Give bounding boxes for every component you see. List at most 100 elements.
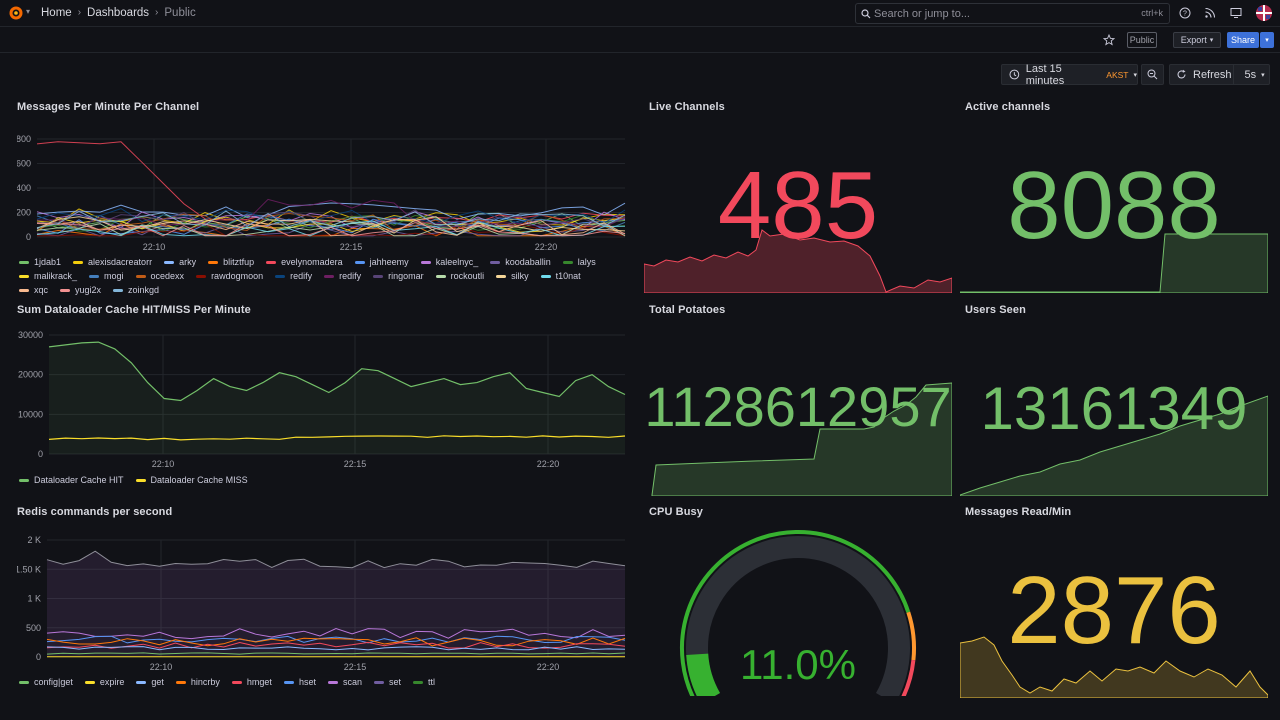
- legend-item[interactable]: redify: [324, 271, 361, 281]
- legend-swatch: [113, 288, 124, 292]
- legend-item[interactable]: config|get: [19, 677, 73, 687]
- series-line: [36, 212, 626, 232]
- panel-title: Total Potatoes: [649, 304, 726, 316]
- legend-label: jahheemy: [369, 257, 409, 267]
- legend-item[interactable]: expire: [84, 677, 124, 687]
- x-tick-label: 22:10: [150, 662, 173, 672]
- legend-item[interactable]: scan: [327, 677, 362, 687]
- series-line: [36, 218, 626, 237]
- star-icon[interactable]: [1103, 34, 1115, 46]
- sparkline: [960, 233, 1268, 293]
- panel-messages-read: Messages Read/Min 2876: [960, 506, 1268, 698]
- series-line: [36, 198, 626, 228]
- legend-swatch: [435, 274, 446, 278]
- legend-swatch: [135, 274, 146, 278]
- monitor-icon[interactable]: [1230, 7, 1242, 19]
- legend-item[interactable]: zoinkgd: [113, 285, 159, 295]
- search-input[interactable]: Search or jump to... ctrl+k: [855, 3, 1170, 24]
- legend-label: Dataloader Cache MISS: [150, 475, 248, 485]
- legend-item[interactable]: blitztfup: [208, 257, 254, 267]
- share-button[interactable]: Share: [1227, 32, 1259, 48]
- panel-live-channels: Live Channels 485: [644, 101, 952, 293]
- breadcrumb-home[interactable]: Home: [41, 7, 72, 19]
- legend-label: redify: [339, 271, 362, 281]
- chevron-down-icon[interactable]: ▾: [26, 7, 31, 16]
- legend-item[interactable]: malikrack_: [19, 271, 77, 281]
- divider: [1233, 64, 1234, 85]
- legend-item[interactable]: xqc: [19, 285, 48, 295]
- y-tick-label: 0: [36, 652, 41, 662]
- legend-item[interactable]: ttl: [412, 677, 435, 687]
- legend-item[interactable]: hmget: [231, 677, 272, 687]
- refresh-interval[interactable]: 5s: [1244, 68, 1257, 81]
- legend-item[interactable]: rockoutli: [435, 271, 484, 281]
- dashboard-toolbar: Public Export ▾ Share ▾: [0, 27, 1280, 53]
- panel-title: Messages Per Minute Per Channel: [17, 101, 200, 113]
- zoom-out-button[interactable]: [1141, 64, 1164, 85]
- legend-label: lalys: [577, 257, 596, 267]
- legend-item[interactable]: yugi2x: [60, 285, 101, 295]
- legend-item[interactable]: ringomar: [373, 271, 424, 281]
- legend-label: malikrack_: [34, 271, 78, 281]
- legend-swatch: [60, 288, 71, 292]
- help-icon[interactable]: ?: [1179, 7, 1191, 19]
- legend-item[interactable]: lalys: [562, 257, 596, 267]
- export-button[interactable]: Export ▾: [1173, 32, 1221, 48]
- x-tick-label: 22:20: [537, 459, 560, 469]
- legend-item[interactable]: hset: [283, 677, 316, 687]
- legend-label: get: [151, 677, 164, 687]
- legend-label: ttl: [427, 677, 435, 687]
- legend-item[interactable]: silky: [496, 271, 529, 281]
- sparkline: [651, 382, 952, 496]
- grafana-logo-icon[interactable]: [8, 5, 24, 21]
- legend-swatch: [208, 260, 219, 264]
- legend-label: yugi2x: [75, 285, 102, 295]
- timeseries-chart[interactable]: 2 K 1.50 K 1 K 500 0 22:10 22:15 22:20: [17, 532, 632, 678]
- legend-item[interactable]: Dataloader Cache MISS: [135, 475, 248, 485]
- panel-title: Active channels: [965, 101, 1051, 113]
- legend-item[interactable]: alexisdacreatorr: [73, 257, 152, 267]
- rss-icon[interactable]: [1204, 7, 1216, 19]
- legend-item[interactable]: rawdogmoon: [196, 271, 263, 281]
- legend-item[interactable]: Dataloader Cache HIT: [19, 475, 124, 485]
- search-icon: [861, 9, 871, 19]
- legend-item[interactable]: set: [373, 677, 401, 687]
- legend-item[interactable]: hincrby: [175, 677, 220, 687]
- legend-item[interactable]: ocedexx: [135, 271, 184, 281]
- series-line: [46, 637, 626, 647]
- legend-label: ringomar: [388, 271, 424, 281]
- refresh-button[interactable]: Refresh 5s ▾: [1169, 64, 1270, 85]
- legend-label: hincrby: [190, 677, 220, 687]
- legend-item[interactable]: get: [136, 677, 164, 687]
- legend-label: set: [388, 677, 401, 687]
- legend-item[interactable]: jahheemy: [354, 257, 409, 267]
- breadcrumb-dashboards[interactable]: Dashboards: [87, 7, 150, 19]
- stat-value: 8088: [1007, 152, 1221, 259]
- legend-swatch: [175, 680, 186, 684]
- share-menu-button[interactable]: ▾: [1260, 32, 1274, 48]
- panel-total-potatoes: Total Potatoes 1128612957: [644, 304, 952, 496]
- gauge-fill: [686, 653, 721, 696]
- legend-item[interactable]: mogi: [89, 271, 124, 281]
- y-tick-label: 10000: [18, 409, 43, 419]
- legend-item[interactable]: arky: [164, 257, 196, 267]
- panel-cpu-busy: CPU Busy 11.0%: [644, 506, 952, 696]
- legend-item[interactable]: redify: [275, 271, 312, 281]
- zoom-out-icon: [1147, 69, 1158, 80]
- legend-label: rawdogmoon: [211, 271, 264, 281]
- series-line: [48, 341, 626, 402]
- legend-swatch: [19, 288, 29, 292]
- legend-item[interactable]: t10nat: [540, 271, 581, 281]
- legend-swatch: [19, 274, 29, 278]
- timeseries-chart[interactable]: 800 600 400 200 0 22:10 22:15 22:20: [17, 131, 632, 251]
- timeseries-chart[interactable]: 30000 20000 10000 0 22:10 22:15 22:20: [17, 330, 632, 476]
- stat-value: 1128612957: [644, 375, 952, 438]
- legend-swatch: [496, 274, 507, 278]
- legend-item[interactable]: evelynomadera: [266, 257, 343, 267]
- time-range-picker[interactable]: Last 15 minutes AKST ▾: [1001, 63, 1138, 87]
- legend-item[interactable]: kaleelnyc_: [420, 257, 478, 267]
- legend-item[interactable]: 1jdab1: [19, 257, 61, 267]
- y-tick-label: 500: [26, 623, 41, 633]
- avatar[interactable]: [1256, 5, 1272, 21]
- legend-item[interactable]: koodaballin: [490, 257, 551, 267]
